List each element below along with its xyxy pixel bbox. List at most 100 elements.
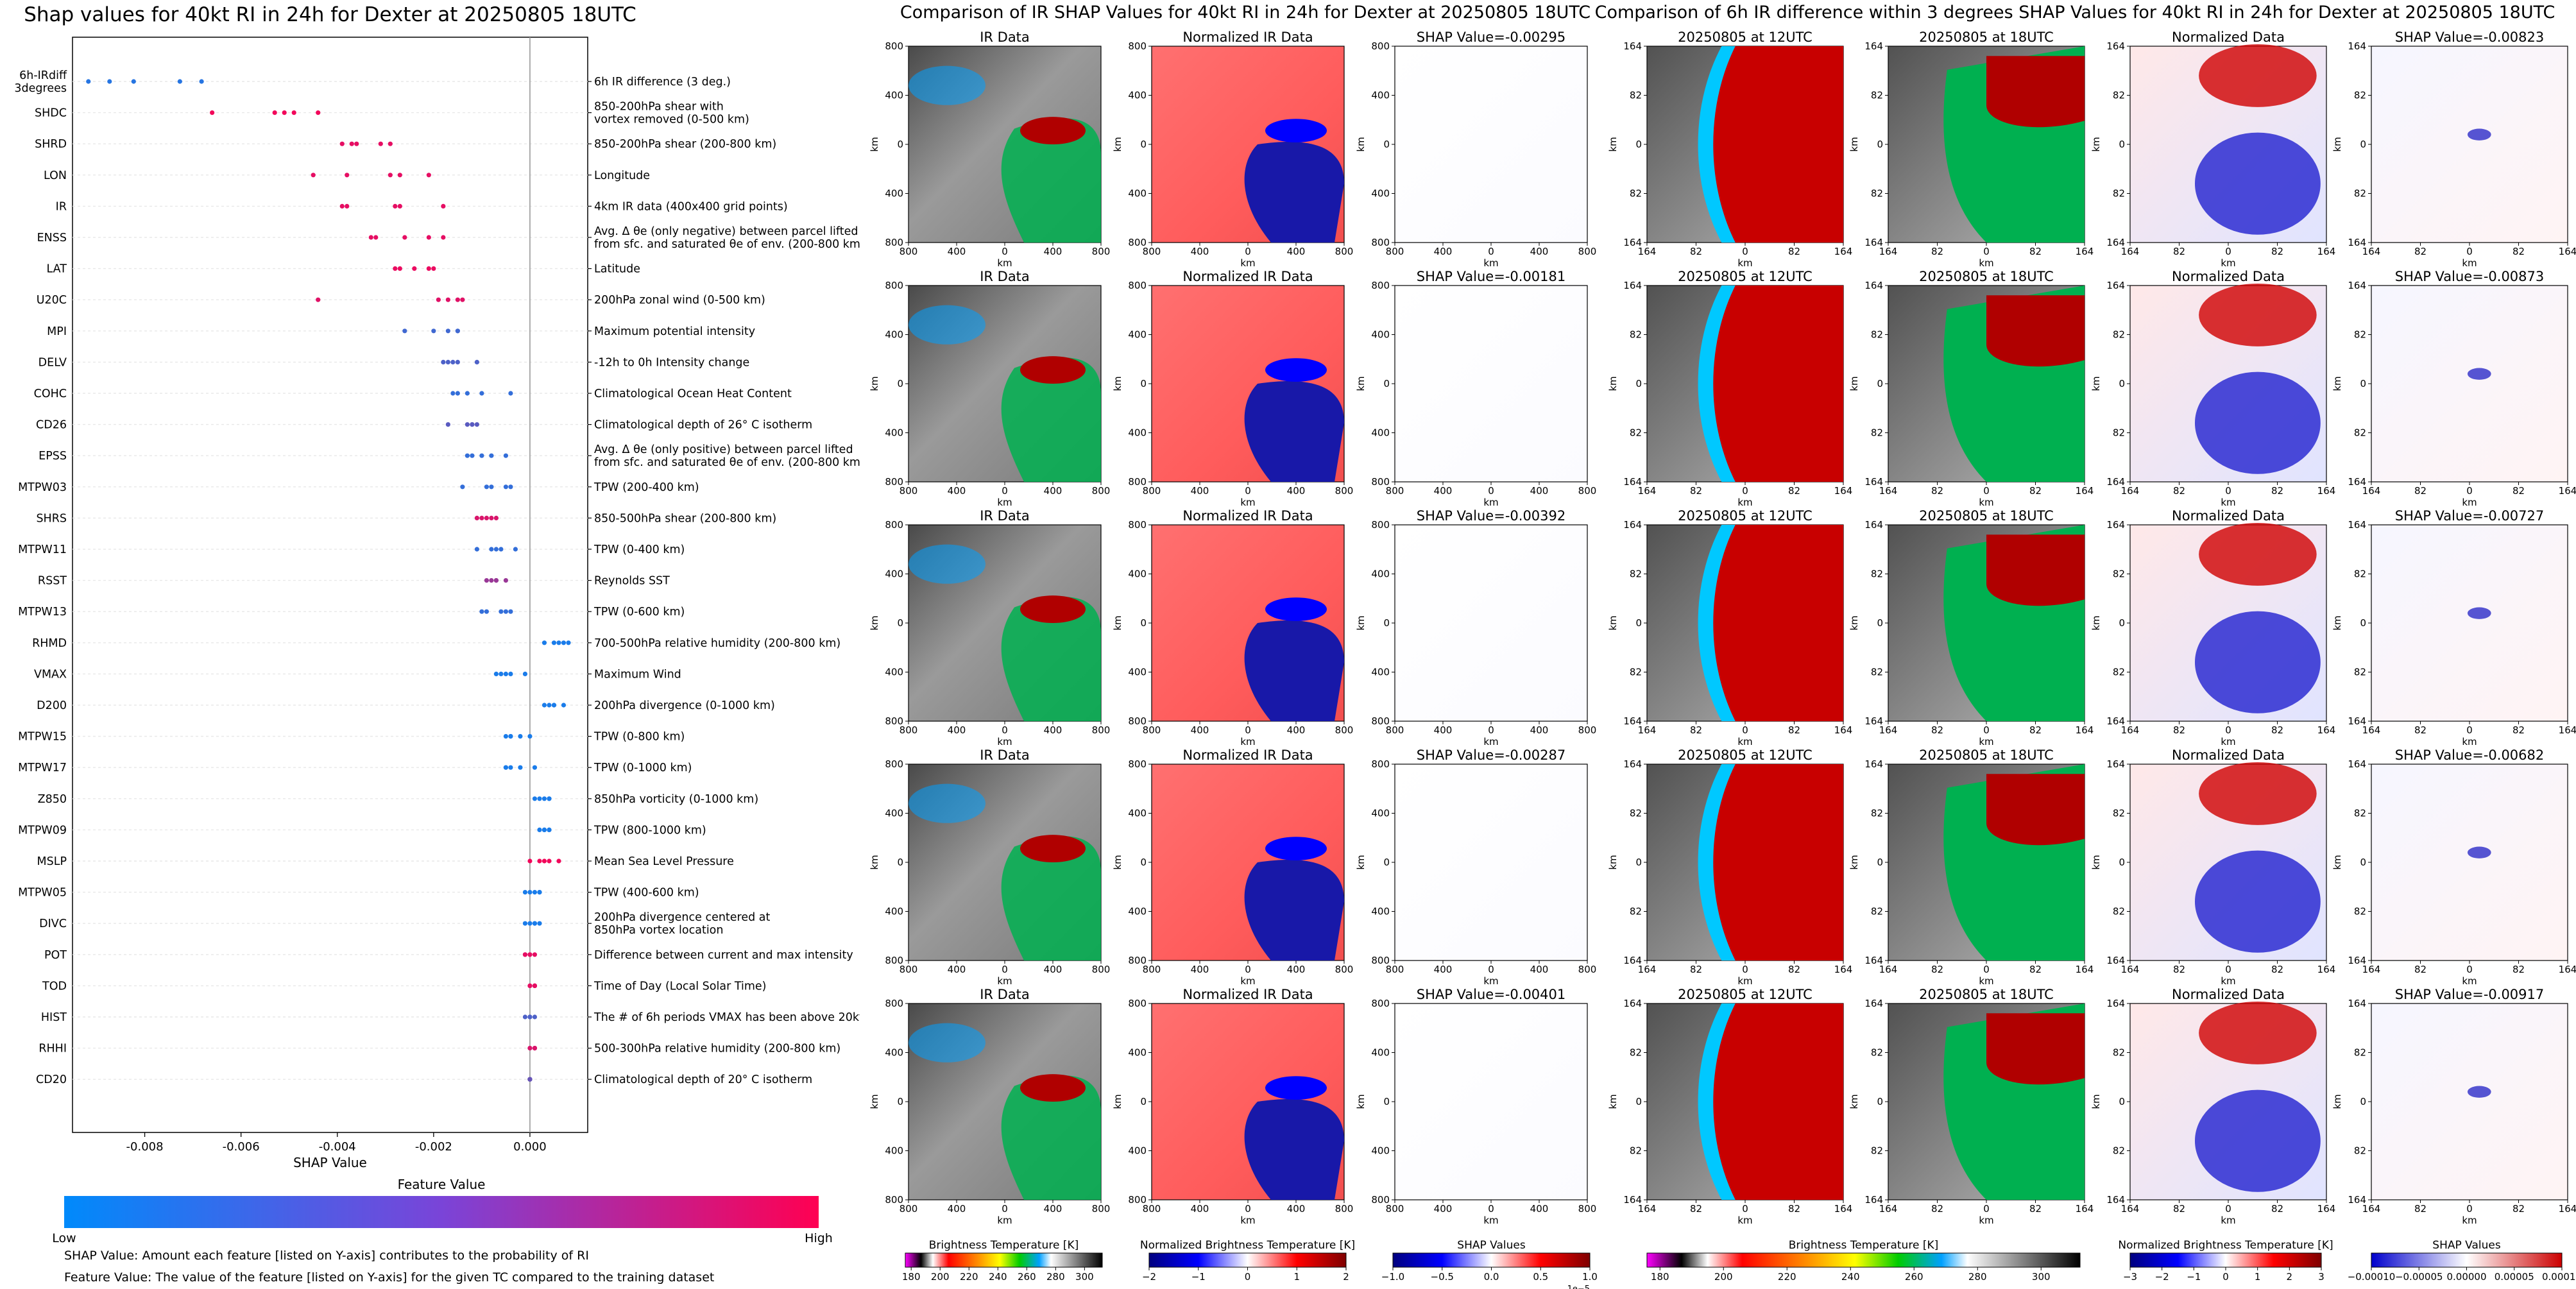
shap-point	[445, 422, 450, 427]
shap-point	[489, 453, 494, 458]
shap-point	[489, 484, 494, 490]
feature-description-label: -12h to 0h Intensity change	[594, 356, 749, 369]
x-tick-label: 82	[1931, 724, 1943, 736]
feature-code-label: HIST	[41, 1011, 67, 1024]
y-tick-label: 164	[1864, 1194, 1883, 1206]
y-tick-label: 164	[1623, 280, 1642, 291]
x-tick-label: 800	[900, 485, 918, 497]
y-tick-label: 400	[885, 90, 903, 101]
y-tick-label: 82	[2354, 568, 2366, 580]
x-tick-label: 82	[1690, 1203, 1702, 1215]
panel-image-shap	[1394, 1003, 1588, 1200]
y-tick-label: 0	[1383, 378, 1390, 389]
shap-point	[551, 640, 557, 645]
shap-point	[508, 391, 513, 396]
y-tick-label: 82	[1630, 808, 1642, 819]
y-tick-label: 800	[885, 237, 903, 248]
panel-title: IR Data	[980, 30, 1030, 45]
shap-hotspot	[2467, 846, 2491, 858]
y-tick-label: 82	[2354, 90, 2366, 101]
x-tick-label: 164	[2076, 246, 2094, 257]
shap-point	[542, 703, 547, 708]
x-tick-label: 400	[1044, 724, 1062, 736]
y-tick-label: 82	[1871, 568, 1883, 580]
feature-description-label: TPW (0-800 km)	[593, 731, 685, 744]
shap-point	[527, 1077, 533, 1082]
shap-point	[503, 765, 509, 770]
y-tick-label: 400	[1128, 1145, 1147, 1157]
x-tick-label: 82	[2414, 724, 2427, 736]
y-tick-label: 82	[1871, 188, 1883, 200]
shap-point	[397, 266, 402, 271]
panel-title: IR Data	[980, 987, 1030, 1002]
x-tick-label: 82	[2414, 485, 2427, 497]
y-tick-label: 400	[1371, 1047, 1390, 1059]
panel-title: Normalized IR Data	[1182, 508, 1313, 524]
x-tick-label: 800	[1335, 246, 1354, 257]
y-axis-label: km	[2332, 1094, 2343, 1109]
panel-title: Normalized IR Data	[1182, 987, 1313, 1002]
x-tick-label: 0	[1983, 724, 1990, 736]
x-tick-label: 164	[1638, 485, 1657, 497]
normalized-core	[1265, 1076, 1327, 1100]
x-tick-label: 164	[2559, 724, 2576, 736]
x-tick-label: 164	[2559, 964, 2576, 975]
y-axis-label: km	[1355, 376, 1367, 391]
colorbar-tick-label: 1	[1293, 1271, 1300, 1283]
y-tick-label: 82	[2354, 808, 2366, 819]
x-tick-label: -0.004	[319, 1140, 356, 1154]
shap-point	[455, 329, 460, 334]
panel-image-norm	[1151, 285, 1345, 482]
shap-point	[388, 173, 393, 178]
y-tick-label: 82	[1871, 329, 1883, 341]
panel-image-ir	[908, 764, 1102, 961]
y-tick-label: 800	[1371, 237, 1390, 248]
x-tick-label: 164	[1879, 246, 1898, 257]
x-axis-label: km	[1737, 257, 1752, 269]
y-tick-label: 0	[1140, 857, 1147, 868]
footnote-feature: Feature Value: The value of the feature …	[64, 1270, 715, 1285]
x-tick-label: 0	[2225, 964, 2231, 975]
y-tick-label: 82	[1630, 667, 1642, 678]
shap-point	[484, 515, 490, 521]
x-tick-label: 82	[2512, 964, 2525, 975]
y-tick-label: 164	[2348, 955, 2366, 966]
feature-code-label: D200	[37, 699, 67, 712]
y-tick-label: 164	[1623, 758, 1642, 770]
shap-point	[561, 703, 567, 708]
shap-point	[503, 734, 509, 739]
y-axis-label: km	[2090, 855, 2102, 869]
y-tick-label: 164	[2348, 476, 2366, 488]
x-tick-label: 82	[1931, 246, 1943, 257]
footnote-shap: SHAP Value: Amount each feature [listed …	[64, 1249, 589, 1263]
cloud-patch	[908, 1023, 985, 1063]
colorbar-tick-label: 200	[1714, 1271, 1733, 1283]
shap-point	[455, 391, 460, 396]
panel-image-ndiff	[2129, 285, 2327, 482]
x-tick-label: 0	[1245, 964, 1251, 975]
y-tick-label: 82	[2354, 667, 2366, 678]
y-tick-label: 800	[1371, 476, 1390, 488]
x-axis-label: km	[1737, 975, 1752, 987]
cloud-edge	[1698, 286, 1843, 482]
x-tick-label: 0	[1983, 964, 1990, 975]
panel-image-gray	[1646, 524, 1844, 722]
x-tick-label: 164	[2121, 1203, 2140, 1215]
x-tick-label: 164	[2317, 246, 2336, 257]
x-tick-label: 164	[1879, 964, 1898, 975]
colorbar-tick-label: 0.0	[1484, 1271, 1499, 1283]
x-tick-label: 164	[1834, 246, 1853, 257]
feature-code-label: SHRS	[36, 512, 67, 525]
y-tick-label: 82	[1871, 427, 1883, 439]
shap-point	[508, 765, 513, 770]
feature-code-label: DIVC	[39, 918, 67, 930]
x-tick-label: 82	[2173, 724, 2185, 736]
x-axis-label: km	[1483, 975, 1498, 987]
y-tick-label: 82	[2113, 427, 2125, 439]
shap-point	[436, 297, 441, 302]
y-tick-label: 164	[1864, 519, 1883, 531]
feature-description-label: The # of 6h periods VMAX has been above …	[593, 1011, 860, 1024]
shap-point	[441, 235, 446, 240]
feature-code-label: MSLP	[37, 855, 67, 868]
shap-point	[373, 235, 379, 240]
